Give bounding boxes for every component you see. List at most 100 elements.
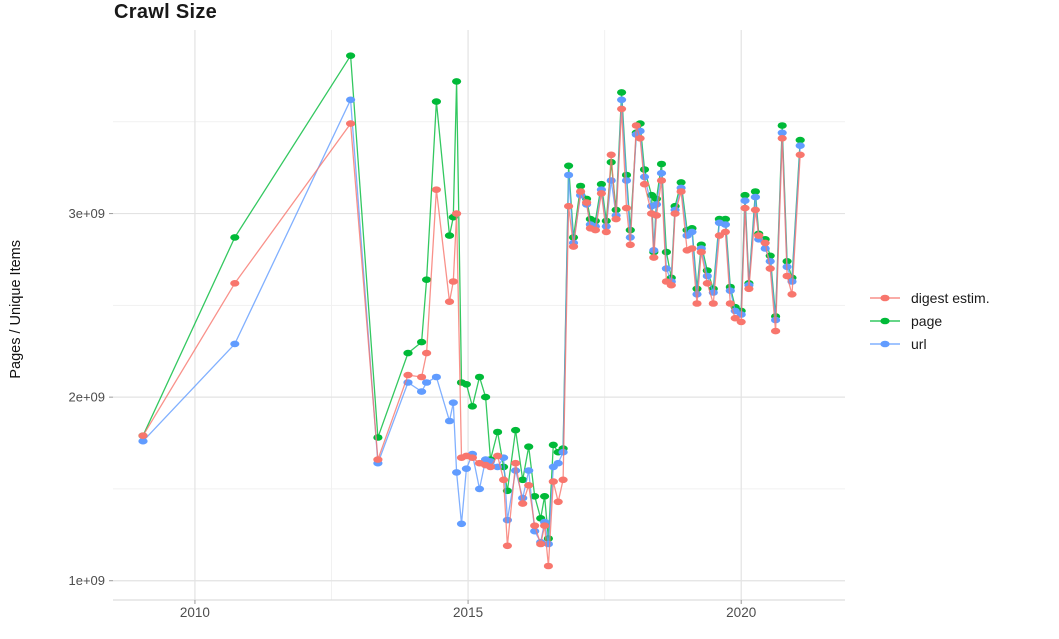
- legend-label-url: url: [911, 336, 927, 352]
- data-point-url: [444, 417, 455, 425]
- data-point-page: [444, 232, 455, 239]
- data-point-digestestim: [582, 199, 592, 206]
- data-point-digestestim: [502, 542, 512, 550]
- data-point-digestestim: [611, 215, 621, 223]
- data-point-page: [346, 52, 356, 59]
- data-point-digestestim: [138, 432, 148, 440]
- legend-key-digest-icon: [870, 294, 900, 302]
- legend-item-page: page: [868, 312, 990, 330]
- data-point-url: [720, 221, 731, 228]
- data-point-url: [461, 465, 471, 473]
- legend-label-digest: digest estim.: [911, 290, 990, 306]
- data-point-url: [795, 142, 805, 149]
- data-point-url: [740, 197, 750, 204]
- data-point-page: [452, 78, 462, 85]
- data-point-digestestim: [596, 190, 607, 197]
- data-point-url: [725, 287, 735, 295]
- data-point-digestestim: [568, 243, 579, 250]
- data-point-page: [422, 276, 432, 284]
- data-point-page: [656, 160, 667, 168]
- legend-item-url: url: [868, 335, 990, 353]
- data-point-digestestim: [676, 188, 686, 195]
- data-point-url: [524, 467, 534, 474]
- data-point-digestestim: [787, 291, 797, 298]
- data-point-digestestim: [666, 281, 676, 289]
- data-point-page: [461, 381, 471, 388]
- data-point-url: [564, 171, 574, 179]
- x-tick-label: 2020: [726, 605, 756, 620]
- data-point-digestestim: [536, 540, 546, 548]
- data-point-url: [431, 373, 441, 381]
- data-point-digestestim: [499, 476, 509, 484]
- data-point-digestestim: [730, 314, 740, 322]
- data-point-digestestim: [714, 232, 725, 239]
- data-point-page: [481, 393, 491, 401]
- data-point-page: [576, 182, 586, 190]
- data-point-digestestim: [736, 318, 746, 326]
- data-point-page: [676, 179, 686, 186]
- data-point-digestestim: [493, 452, 503, 460]
- legend-item-digest: digest estim.: [868, 289, 990, 307]
- data-point-digestestim: [649, 254, 659, 261]
- data-point-digestestim: [740, 204, 750, 212]
- data-point-digestestim: [230, 280, 240, 287]
- data-point-page: [493, 428, 503, 436]
- data-point-digestestim: [702, 280, 712, 287]
- data-point-url: [656, 169, 667, 177]
- data-point-page: [564, 162, 574, 170]
- data-point-url: [346, 96, 356, 104]
- data-point-digestestim: [417, 373, 427, 381]
- data-point-digestestim: [540, 522, 550, 529]
- data-point-url: [474, 485, 485, 493]
- data-point-digestestim: [553, 498, 563, 506]
- y-tick-label: 2e+09: [68, 390, 105, 405]
- data-point-url: [138, 437, 148, 445]
- data-point-digestestim: [606, 151, 616, 159]
- series-line-digestestim: [142, 108, 801, 567]
- data-point-digestestim: [760, 239, 770, 247]
- data-point-digestestim: [631, 122, 641, 129]
- data-point-page: [403, 349, 413, 357]
- data-point-url: [787, 278, 797, 285]
- data-point-url: [777, 129, 787, 137]
- data-point-page: [548, 441, 558, 449]
- data-point-page: [510, 426, 521, 434]
- data-point-url: [230, 340, 240, 348]
- data-point-page: [750, 188, 761, 195]
- data-point-digestestim: [750, 206, 761, 214]
- data-point-digestestim: [448, 278, 458, 285]
- data-point-digestestim: [708, 300, 718, 307]
- data-point-url: [760, 245, 770, 252]
- data-point-page: [777, 122, 787, 129]
- data-point-digestestim: [510, 459, 521, 467]
- data-point-digestestim: [617, 105, 627, 113]
- data-point-digestestim: [782, 272, 792, 280]
- data-point-digestestim: [696, 248, 706, 256]
- data-point-page: [661, 248, 672, 256]
- data-point-digestestim: [548, 478, 558, 485]
- y-tick-label: 1e+09: [68, 573, 105, 588]
- data-point-page: [373, 434, 383, 441]
- data-point-digestestim: [601, 228, 611, 236]
- x-tick-label: 2010: [180, 605, 210, 620]
- data-point-page: [720, 215, 731, 223]
- data-point-page: [639, 166, 650, 173]
- data-point-page: [530, 493, 540, 500]
- data-point-digestestim: [403, 371, 413, 379]
- data-point-digestestim: [744, 285, 754, 293]
- data-point-url: [606, 177, 616, 184]
- data-point-page: [417, 338, 427, 346]
- data-point-digestestim: [656, 177, 667, 184]
- data-point-digestestim: [771, 327, 781, 335]
- data-point-digestestim: [444, 298, 455, 306]
- data-point-digestestim: [524, 482, 534, 489]
- data-point-digestestim: [635, 135, 645, 142]
- data-point-digestestim: [431, 186, 441, 193]
- data-point-url: [448, 399, 458, 407]
- data-point-url: [553, 459, 563, 467]
- x-tick-label: 2015: [453, 605, 483, 620]
- series-line-page: [142, 55, 801, 540]
- data-point-digestestim: [687, 245, 697, 252]
